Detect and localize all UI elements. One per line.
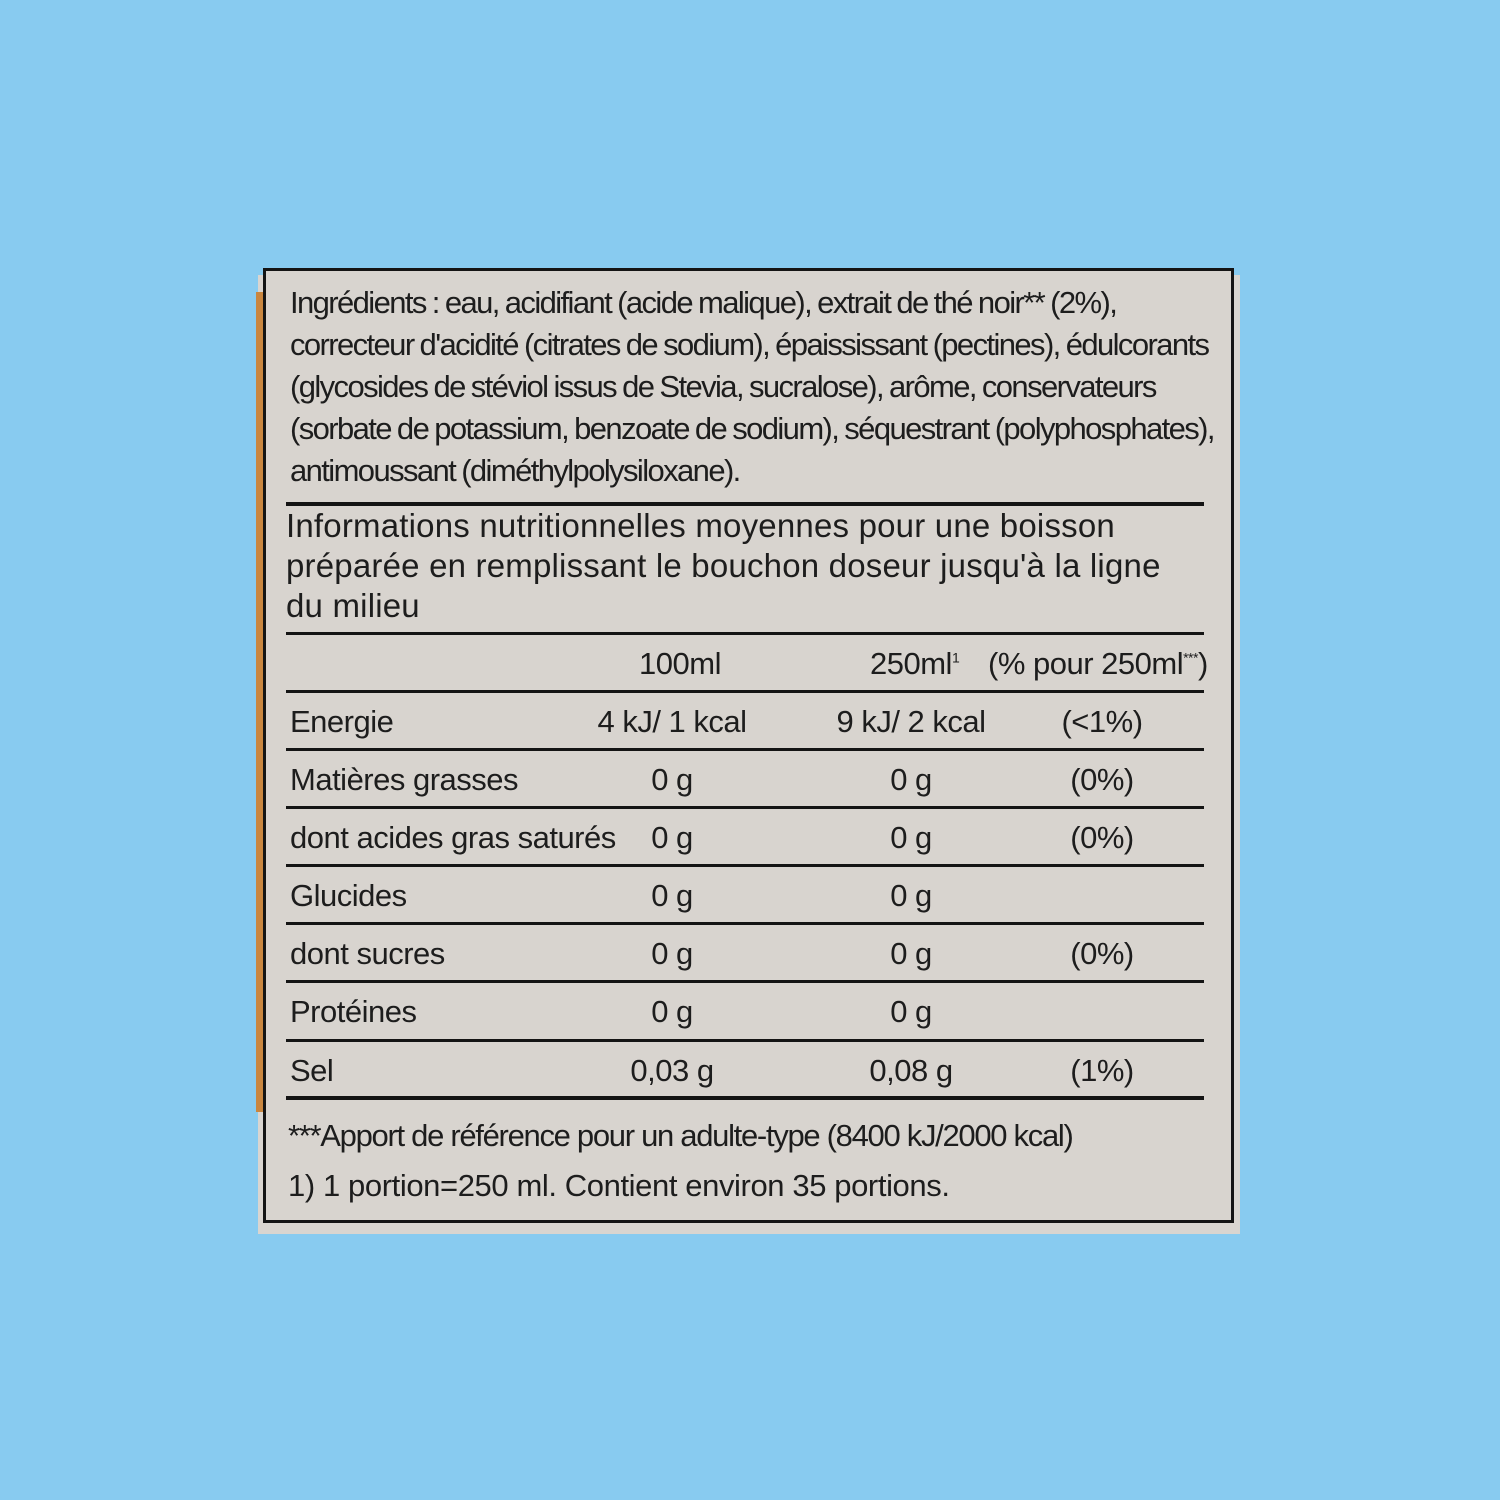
value-100ml: 0,03 g	[630, 1053, 714, 1088]
nutrient-name: Sel	[290, 1053, 334, 1088]
col-250ml-note: 1	[951, 649, 960, 666]
col-pct: (% pour 250ml***)	[988, 646, 1208, 682]
col-pct-close: )	[1197, 646, 1208, 681]
table-row: Protéines 0 g 0 g	[286, 984, 1204, 1040]
value-pct: (1%)	[1070, 1053, 1134, 1088]
package-edge	[256, 292, 264, 1112]
col-pct-label: (% pour 250ml	[988, 646, 1184, 681]
value-250ml: 0 g	[890, 936, 932, 971]
divider	[286, 1039, 1204, 1042]
value-100ml: 0 g	[651, 878, 693, 913]
value-100ml: 0 g	[651, 762, 693, 797]
value-100ml: 4 kJ/ 1 kcal	[597, 704, 747, 739]
value-100ml: 0 g	[651, 936, 693, 971]
divider	[286, 1096, 1204, 1100]
table-row: Matières grasses 0 g 0 g (0%)	[286, 752, 1204, 808]
nutrient-name: dont acides gras saturés	[290, 820, 616, 855]
ingredients-text: Ingrédients : eau, acidifiant (acide mal…	[290, 282, 1220, 492]
value-pct: (0%)	[1070, 936, 1134, 971]
divider	[286, 980, 1204, 983]
value-250ml: 0,08 g	[869, 1053, 953, 1088]
col-pct-note: ***	[1183, 649, 1198, 666]
ingredients-list: eau, acidifiant (acide malique), extrait…	[290, 285, 1216, 488]
divider	[286, 806, 1204, 809]
nutrient-name: Matières grasses	[290, 762, 519, 797]
col-250ml: 250ml1	[870, 646, 960, 682]
footnote-portion: 1) 1 portion=250 ml. Contient environ 35…	[288, 1168, 950, 1203]
ingredients-label: Ingrédients :	[290, 285, 440, 320]
value-100ml: 0 g	[651, 820, 693, 855]
table-row: Sel 0,03 g 0,08 g (1%)	[286, 1043, 1204, 1099]
nutrient-name: Glucides	[290, 878, 407, 913]
divider	[286, 748, 1204, 751]
divider	[286, 864, 1204, 867]
nutrient-name: dont sucres	[290, 936, 445, 971]
table-row: dont sucres 0 g 0 g (0%)	[286, 926, 1204, 982]
footnote-reference: ***Apport de référence pour un adulte-ty…	[288, 1118, 1074, 1153]
divider	[286, 632, 1204, 635]
nutrient-name: Energie	[290, 704, 394, 739]
divider	[286, 690, 1204, 693]
value-100ml: 0 g	[651, 994, 693, 1029]
divider	[286, 502, 1204, 506]
value-pct: (<1%)	[1061, 704, 1143, 739]
col-250ml-label: 250ml	[870, 646, 952, 681]
value-250ml: 0 g	[890, 762, 932, 797]
value-250ml: 0 g	[890, 878, 932, 913]
value-250ml: 0 g	[890, 994, 932, 1029]
value-pct: (0%)	[1070, 762, 1134, 797]
value-250ml: 0 g	[890, 820, 932, 855]
nutrient-name: Protéines	[290, 994, 417, 1029]
column-header-row: 100ml 250ml1 (% pour 250ml***)	[639, 646, 1208, 682]
value-250ml: 9 kJ/ 2 kcal	[836, 704, 986, 739]
table-row: Glucides 0 g 0 g	[286, 868, 1204, 924]
table-row: Energie 4 kJ/ 1 kcal 9 kJ/ 2 kcal (<1%)	[286, 694, 1204, 750]
divider	[286, 922, 1204, 925]
nutrition-heading: Informations nutritionnelles moyennes po…	[286, 507, 1161, 624]
value-pct: (0%)	[1070, 820, 1134, 855]
table-row: dont acides gras saturés 0 g 0 g (0%)	[286, 810, 1204, 866]
nutrition-label	[263, 268, 1234, 1223]
